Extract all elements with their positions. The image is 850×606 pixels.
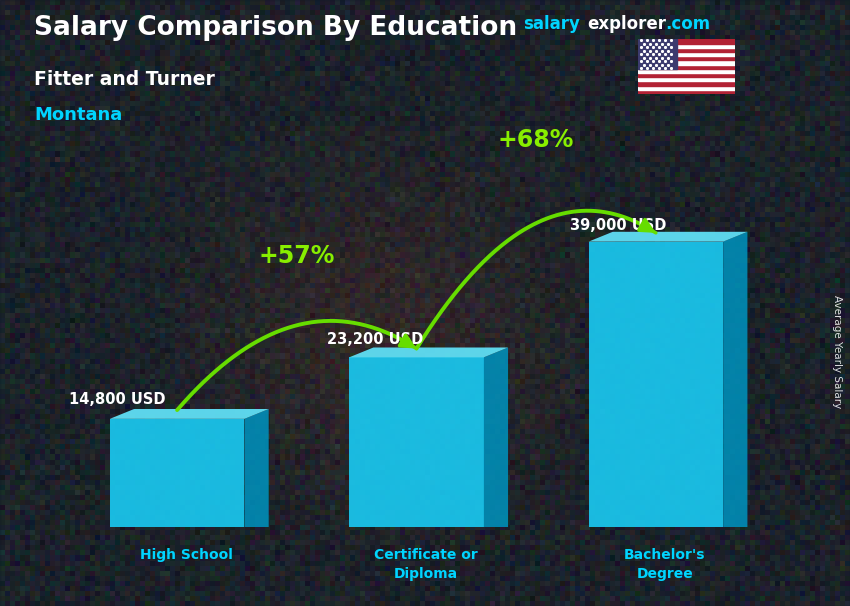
Bar bbox=[638, 73, 735, 77]
Text: Salary Comparison By Education: Salary Comparison By Education bbox=[34, 15, 517, 41]
Polygon shape bbox=[484, 347, 508, 527]
Polygon shape bbox=[349, 358, 484, 527]
Polygon shape bbox=[110, 409, 269, 419]
Text: explorer: explorer bbox=[587, 15, 666, 33]
Bar bbox=[638, 68, 735, 73]
Polygon shape bbox=[110, 419, 245, 527]
Bar bbox=[638, 39, 735, 44]
Text: Average Yearly Salary: Average Yearly Salary bbox=[832, 295, 842, 408]
Bar bbox=[638, 48, 735, 52]
Text: Certificate or
Diploma: Certificate or Diploma bbox=[374, 548, 478, 581]
Bar bbox=[638, 77, 735, 81]
Text: +68%: +68% bbox=[498, 128, 575, 152]
Bar bbox=[638, 44, 735, 48]
Text: 39,000 USD: 39,000 USD bbox=[570, 218, 666, 233]
Text: +57%: +57% bbox=[258, 244, 335, 268]
Polygon shape bbox=[349, 347, 508, 358]
Polygon shape bbox=[723, 232, 747, 527]
Bar bbox=[638, 65, 735, 68]
Bar bbox=[638, 52, 735, 56]
Bar bbox=[638, 85, 735, 90]
Text: 14,800 USD: 14,800 USD bbox=[69, 392, 165, 407]
Bar bbox=[638, 90, 735, 94]
Bar bbox=[638, 56, 735, 61]
Text: Bachelor's
Degree: Bachelor's Degree bbox=[624, 548, 706, 581]
Polygon shape bbox=[245, 409, 269, 527]
Bar bbox=[638, 81, 735, 85]
Text: High School: High School bbox=[139, 548, 233, 562]
Text: 23,200 USD: 23,200 USD bbox=[326, 332, 423, 347]
Text: Fitter and Turner: Fitter and Turner bbox=[34, 70, 215, 88]
Polygon shape bbox=[588, 232, 747, 242]
Text: .com: .com bbox=[666, 15, 711, 33]
Bar bbox=[638, 39, 677, 68]
Polygon shape bbox=[588, 242, 723, 527]
Text: salary: salary bbox=[523, 15, 580, 33]
Text: Montana: Montana bbox=[34, 106, 122, 124]
Bar bbox=[638, 61, 735, 65]
